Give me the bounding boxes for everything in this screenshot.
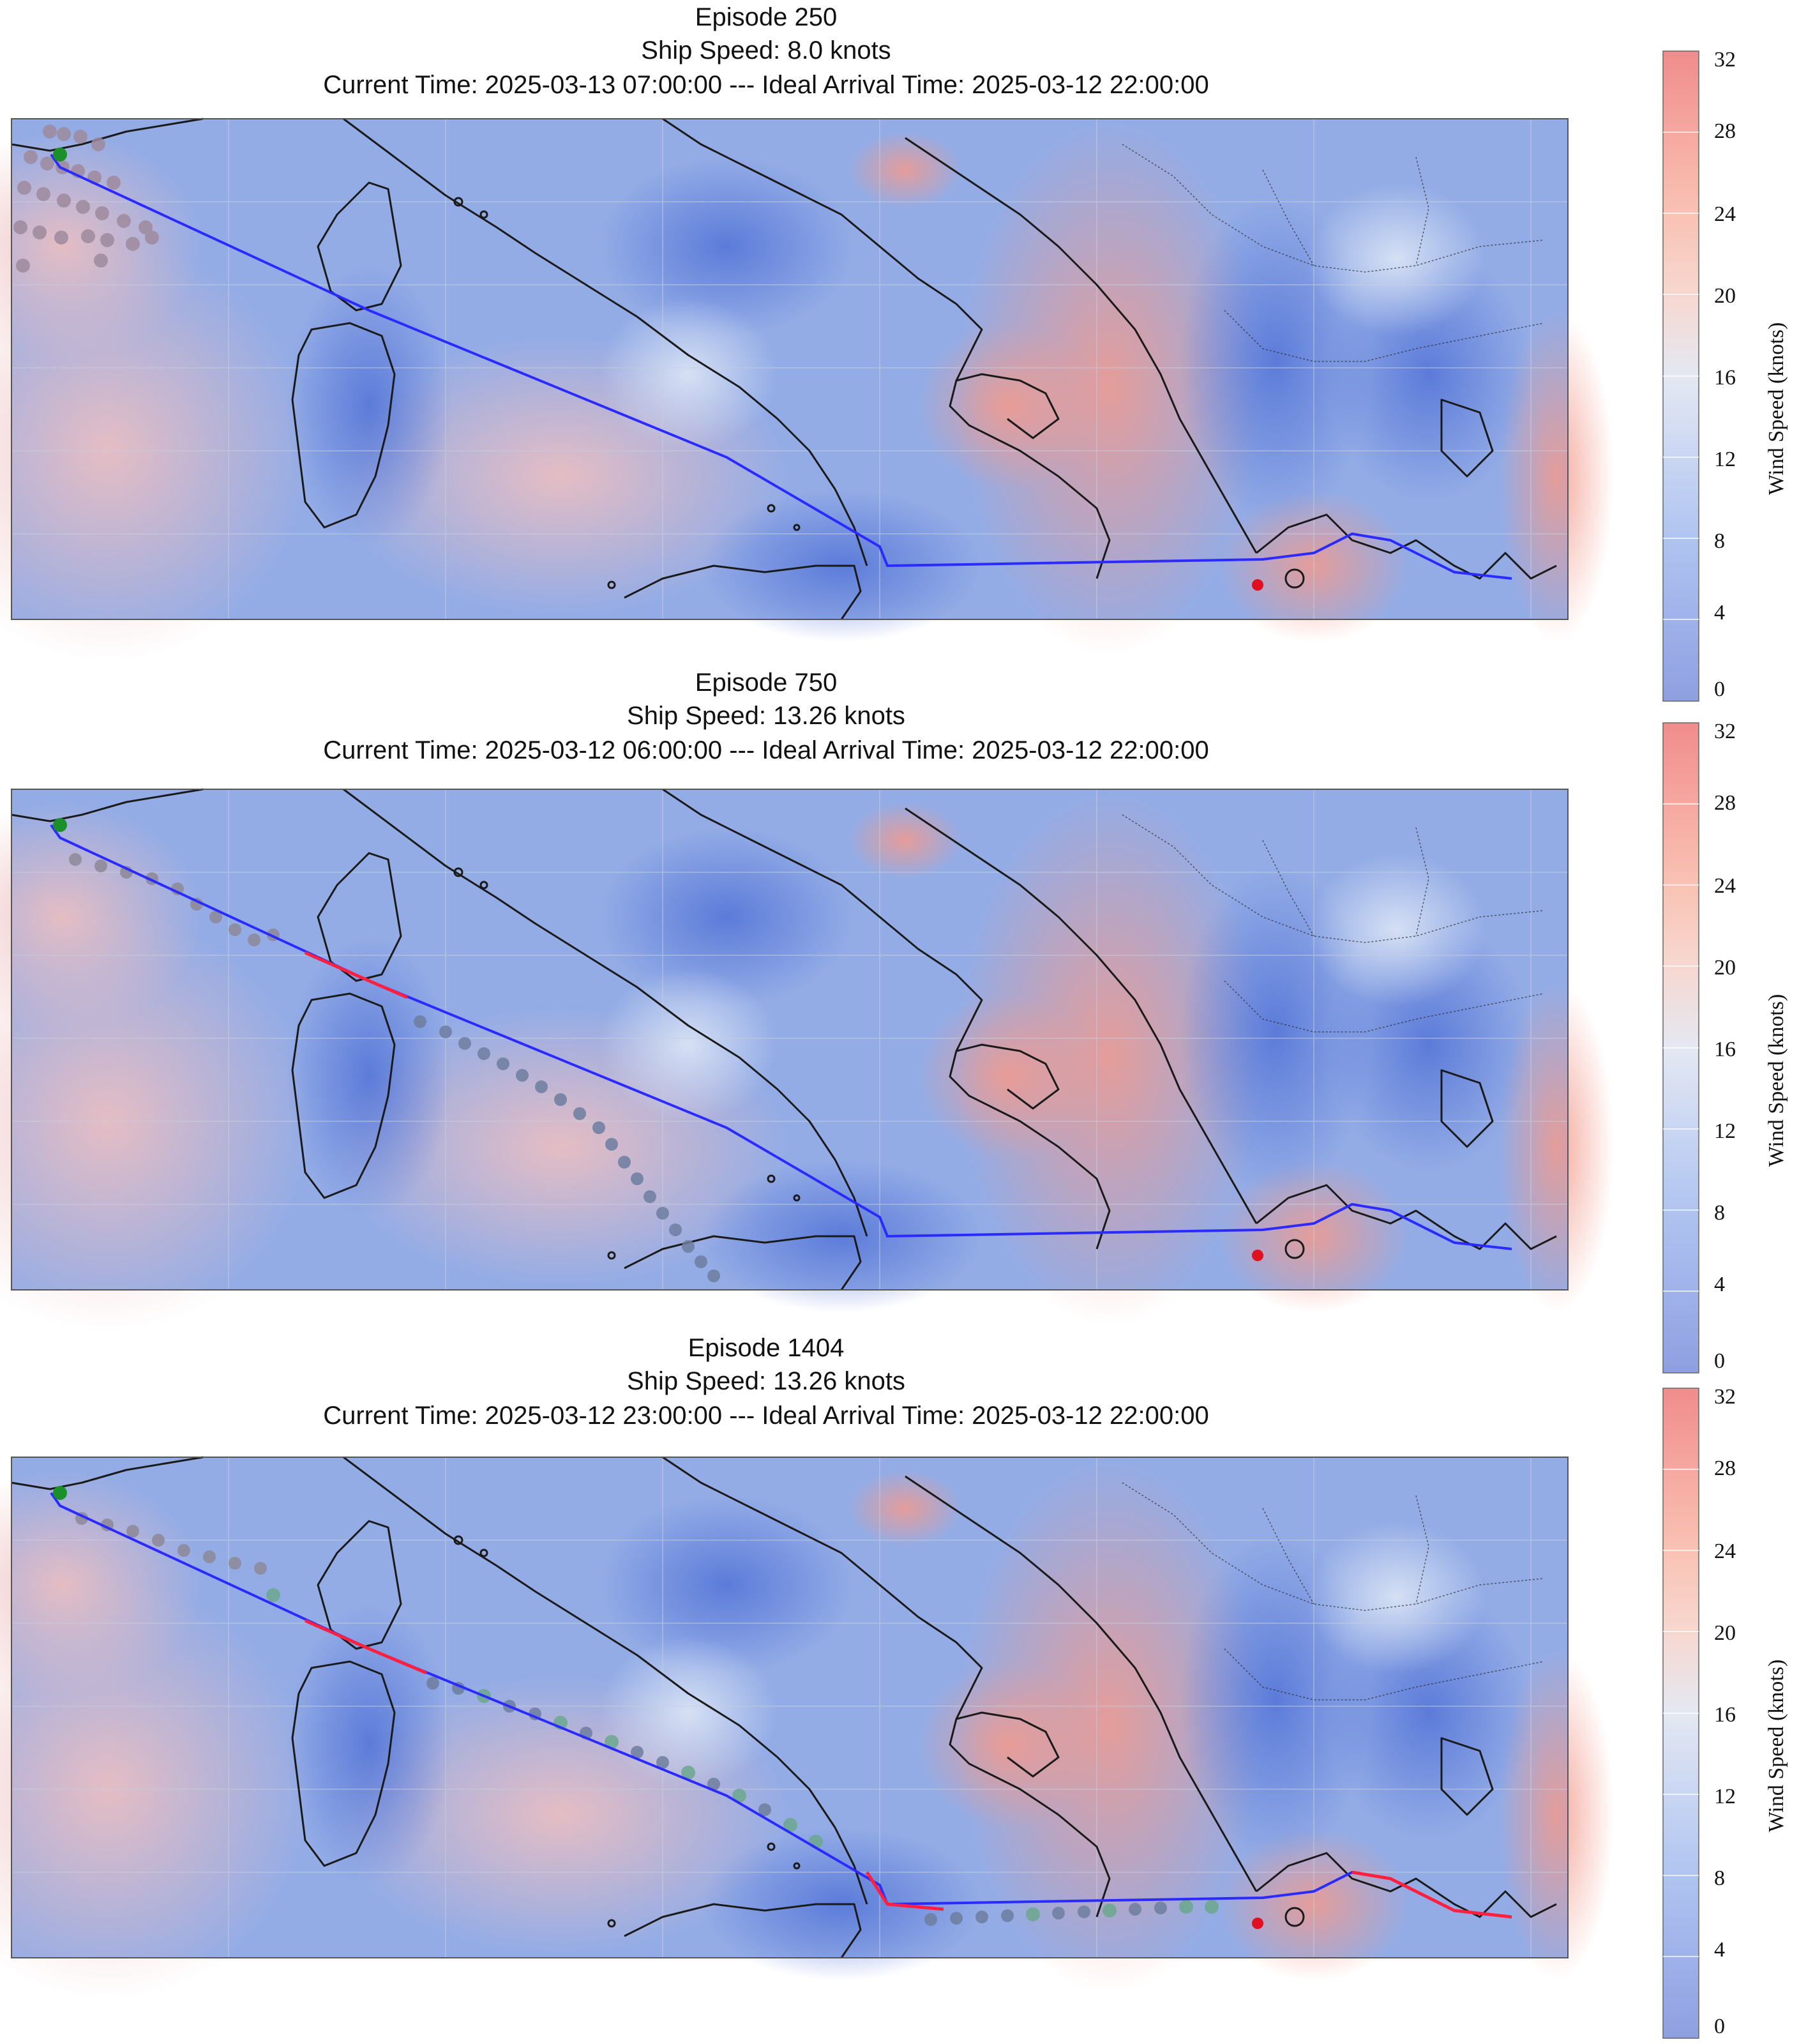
panel-1-tick-24: 24 (1714, 202, 1736, 226)
panel-1-title-3: Current Time: 2025-03-13 07:00:00 --- Id… (323, 71, 1208, 99)
panel-1-tick-28: 28 (1714, 119, 1736, 143)
panel-1-tick-8: 8 (1714, 529, 1725, 553)
panel-2-tick-16: 16 (1714, 1038, 1736, 1061)
panel-2-tick-4: 4 (1714, 1273, 1725, 1296)
panel-3-colorbar: 32 28 24 20 16 12 8 4 0 Wind Speed (knot… (1662, 1385, 1788, 2039)
panel-1-start-marker (53, 148, 67, 162)
panel-1: Episode 250 Ship Speed: 8.0 knots Curren… (0, 3, 1788, 702)
panel-1-tick-32: 32 (1714, 48, 1736, 72)
panel-1-title-2: Ship Speed: 8.0 knots (641, 36, 891, 64)
panel-2-title-2: Ship Speed: 13.26 knots (627, 702, 905, 730)
panel-3-tick-8: 8 (1714, 1866, 1725, 1890)
panel-2-route-violation (304, 951, 408, 999)
panel-3-colorbar-label: Wind Speed (knots) (1765, 1660, 1788, 1833)
panel-3-tick-20: 20 (1714, 1621, 1736, 1645)
panel-3-map (0, 1456, 1615, 2001)
panel-3-tick-24: 24 (1714, 1540, 1736, 1563)
panel-3-title-1: Episode 1404 (688, 1334, 845, 1362)
panel-2-tick-32: 32 (1714, 720, 1736, 743)
panel-3-start-marker (53, 1486, 67, 1500)
panel-2-start-marker (53, 818, 67, 832)
panel-2-tick-24: 24 (1714, 874, 1736, 898)
panel-2-end-marker (1252, 1250, 1263, 1261)
panel-1-colorbar: 32 28 24 20 16 12 8 4 0 Wind Speed (knot… (1662, 48, 1788, 702)
panel-2-title-1: Episode 750 (695, 669, 837, 697)
panel-3: Episode 1404 Ship Speed: 13.26 knots Cur… (0, 1334, 1788, 2039)
panel-1-title-1: Episode 250 (695, 3, 837, 31)
panel-2-map (0, 788, 1615, 1333)
panel-2-colorbar: 32 28 24 20 16 12 8 4 0 Wind Speed (knot… (1662, 720, 1788, 1374)
panel-1-route (50, 153, 1512, 580)
panel-3-tick-4: 4 (1714, 1938, 1725, 1962)
panel-2-attempt-dots (69, 853, 720, 1282)
panel-2-colorbar-label: Wind Speed (knots) (1765, 994, 1788, 1167)
panel-1-map (0, 117, 1615, 663)
panel-2-tick-12: 12 (1714, 1119, 1736, 1143)
panel-1-attempt-dots (13, 125, 159, 273)
panel-1-tick-0: 0 (1714, 678, 1725, 701)
panel-2-title-3: Current Time: 2025-03-12 06:00:00 --- Id… (323, 736, 1208, 764)
panel-2-tick-0: 0 (1714, 1349, 1725, 1373)
panel-3-title-2: Ship Speed: 13.26 knots (627, 1367, 905, 1395)
panel-3-tick-28: 28 (1714, 1457, 1736, 1480)
panel-3-route-violation (304, 1619, 1512, 1919)
panel-3-tick-12: 12 (1714, 1785, 1736, 1808)
panel-1-tick-12: 12 (1714, 448, 1736, 471)
panel-3-tick-0: 0 (1714, 2015, 1725, 2038)
panel-2: Episode 750 Ship Speed: 13.26 knots Curr… (0, 669, 1788, 1374)
panel-1-tick-16: 16 (1714, 366, 1736, 390)
panel-3-end-marker (1252, 1918, 1263, 1929)
panel-3-title-3: Current Time: 2025-03-12 23:00:00 --- Id… (323, 1402, 1208, 1430)
panel-2-tick-8: 8 (1714, 1201, 1725, 1225)
panel-2-tick-20: 20 (1714, 956, 1736, 980)
panel-3-tick-32: 32 (1714, 1385, 1736, 1409)
panel-2-tick-28: 28 (1714, 791, 1736, 815)
panel-1-tick-4: 4 (1714, 601, 1725, 625)
panel-3-tick-16: 16 (1714, 1703, 1736, 1727)
panel-1-end-marker (1252, 579, 1263, 591)
panel-1-colorbar-label: Wind Speed (knots) (1765, 322, 1788, 496)
panel-1-tick-20: 20 (1714, 284, 1736, 308)
